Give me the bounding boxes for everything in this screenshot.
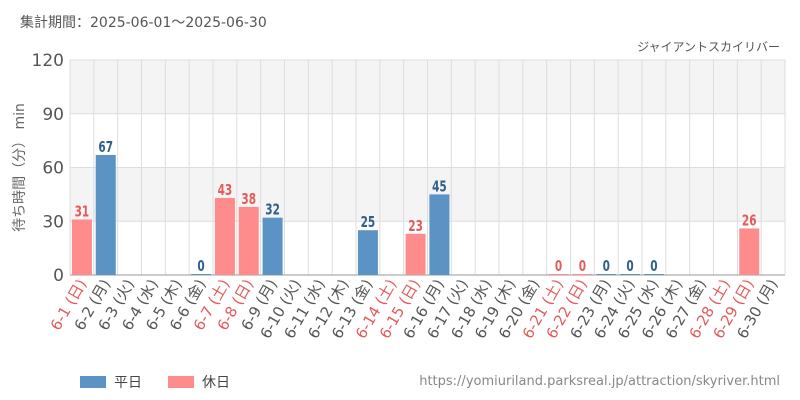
period-label: 集計期間：2025-06-01～2025-06-30 — [20, 15, 267, 31]
legend-label-weekday: 平日 — [114, 375, 142, 391]
y-tick-label: 120 — [32, 51, 64, 71]
bar-value-label: 26 — [742, 213, 757, 230]
legend: 平日 休日 — [80, 372, 230, 392]
y-tick-label: 0 — [53, 266, 64, 286]
bar — [596, 274, 617, 275]
legend-item-weekday[interactable]: 平日 — [80, 372, 142, 392]
bar-value-label: 31 — [75, 204, 90, 221]
y-axis-label: 待ち時間（分） min — [12, 103, 28, 232]
source-url[interactable]: https://yomiuriland.parksreal.jp/attract… — [419, 374, 780, 389]
bar — [548, 274, 569, 275]
bar — [238, 206, 259, 275]
bar-value-label: 0 — [555, 259, 562, 276]
bar-value-label: 0 — [603, 259, 610, 276]
bar — [405, 233, 426, 275]
bar-value-label: 0 — [626, 259, 633, 276]
bar — [429, 194, 450, 275]
bar — [71, 219, 92, 275]
bar-value-label: 38 — [241, 192, 256, 209]
bar — [95, 154, 116, 275]
y-tick-label: 60 — [42, 159, 64, 179]
bar-value-label: 32 — [265, 202, 280, 219]
bar — [357, 230, 378, 275]
bar — [191, 274, 212, 275]
bar-value-label: 67 — [98, 140, 113, 157]
bar-value-label: 45 — [432, 179, 447, 196]
legend-swatch-holiday — [168, 376, 194, 388]
bar-value-label: 0 — [579, 259, 586, 276]
chart-title: ジャイアントスカイリバー — [637, 40, 780, 54]
bar — [643, 274, 664, 275]
legend-swatch-weekday — [80, 376, 106, 388]
bar-value-label: 0 — [197, 259, 204, 276]
legend-label-holiday: 休日 — [202, 375, 230, 391]
y-tick-label: 90 — [42, 105, 64, 125]
bar — [262, 217, 283, 275]
bar-value-label: 23 — [408, 219, 423, 236]
bar-value-label: 43 — [218, 183, 233, 200]
bar — [620, 274, 641, 275]
y-tick-label: 30 — [42, 212, 64, 232]
bar — [739, 228, 760, 275]
bar-value-label: 0 — [650, 259, 657, 276]
bar-value-label: 25 — [361, 215, 376, 232]
legend-item-holiday[interactable]: 休日 — [168, 372, 230, 392]
bar — [214, 197, 235, 275]
bar — [572, 274, 593, 275]
